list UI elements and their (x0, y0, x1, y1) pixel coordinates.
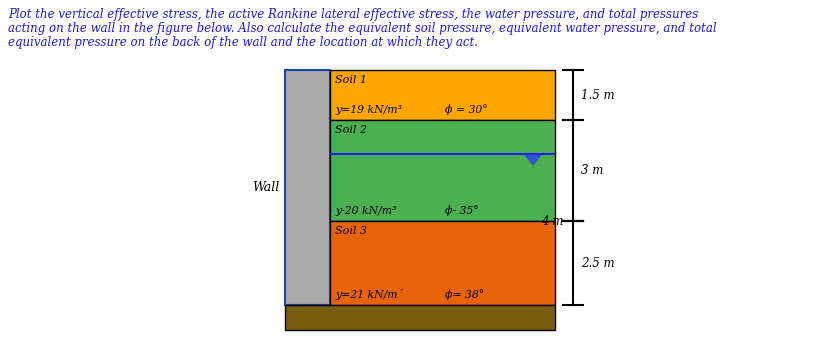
Text: y=21 kN/m´: y=21 kN/m´ (335, 289, 403, 300)
Text: y-20 kN/m³: y-20 kN/m³ (335, 206, 396, 216)
Text: ϕ- 35°: ϕ- 35° (445, 205, 479, 216)
Text: 1.5 m: 1.5 m (581, 89, 614, 102)
Text: 4 m: 4 m (541, 214, 563, 227)
Text: 2.5 m: 2.5 m (581, 256, 614, 269)
Text: 3 m: 3 m (581, 164, 604, 177)
Text: ϕ= 38°: ϕ= 38° (445, 289, 485, 300)
Text: y=19 kN/m³: y=19 kN/m³ (335, 105, 402, 115)
Bar (330, 221, 555, 305)
Text: Soil 2: Soil 2 (335, 126, 367, 135)
Text: acting on the wall in the figure below. Also calculate the equivalent soil press: acting on the wall in the figure below. … (8, 22, 717, 35)
Text: Soil 3: Soil 3 (335, 226, 367, 236)
Polygon shape (525, 155, 541, 165)
Text: equivalent pressure on the back of the wall and the location at which they act.: equivalent pressure on the back of the w… (8, 36, 478, 49)
Text: Soil 1: Soil 1 (335, 75, 367, 85)
Bar (285, 70, 330, 305)
Text: ϕ = 30°: ϕ = 30° (445, 104, 488, 115)
Text: Plot the vertical effective stress, the active Rankine lateral effective stress,: Plot the vertical effective stress, the … (8, 8, 698, 21)
Bar (330, 70, 555, 120)
Bar (285, 305, 555, 330)
Text: Wall: Wall (251, 181, 279, 194)
Bar (330, 120, 555, 221)
